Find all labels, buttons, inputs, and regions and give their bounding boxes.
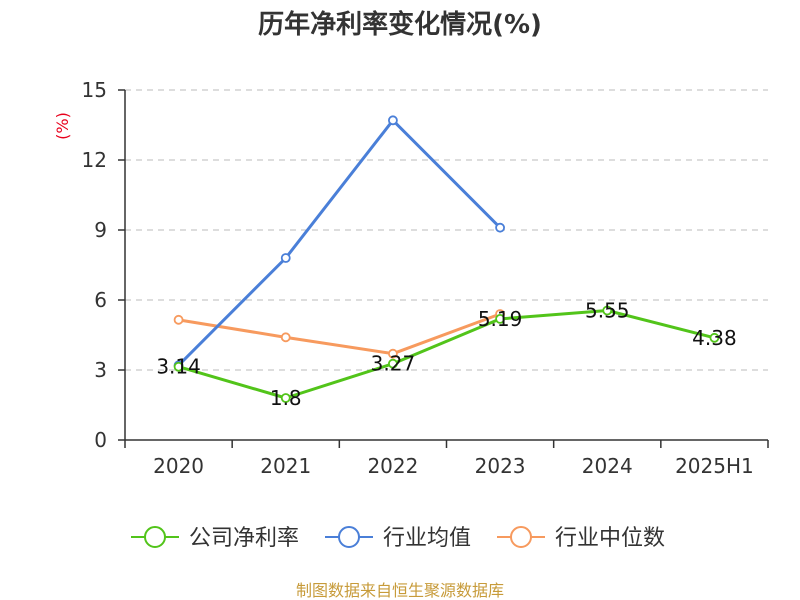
series-point	[173, 361, 184, 372]
legend-marker	[144, 526, 166, 548]
data-label: 5.55	[585, 299, 630, 323]
y-tick-label: 12	[82, 148, 107, 172]
series-point	[388, 348, 398, 359]
data-label: 1.8	[270, 386, 302, 410]
legend-marker	[338, 526, 360, 548]
series-line	[178, 312, 501, 356]
y-axis-unit-label: (%)	[53, 112, 72, 140]
y-tick-label: 6	[94, 288, 107, 312]
series-point	[280, 393, 291, 403]
series-point	[709, 332, 720, 343]
data-label: 3.27	[371, 352, 416, 376]
data-label: 4.38	[692, 326, 737, 350]
series-point	[495, 222, 505, 233]
series-point	[280, 332, 291, 343]
legend: 公司净利率 行业均值 行业中位数	[131, 526, 665, 551]
grid-lines	[125, 89, 768, 371]
series-point	[388, 358, 398, 369]
series-point	[173, 314, 184, 325]
series-point	[602, 305, 613, 316]
axes: 0 3 6 9 12 15 2020 2021 2022 2023 2024 2025H1	[82, 78, 769, 478]
y-tick-label: 15	[82, 78, 107, 102]
series-lines	[173, 115, 720, 403]
source-footer: 制图数据来自恒生聚源数据库	[296, 581, 504, 600]
y-tick-label: 0	[94, 428, 107, 452]
x-tick-label: 2020	[153, 454, 204, 478]
legend-label: 公司净利率	[189, 526, 299, 551]
series-point	[495, 313, 505, 324]
x-tick-label: 2025H1	[675, 454, 754, 478]
legend-label: 行业均值	[383, 526, 471, 551]
data-label: 3.14	[156, 355, 201, 379]
data-label: 5.19	[478, 307, 523, 331]
x-tick-label: 2021	[260, 454, 311, 478]
series-line	[178, 309, 715, 400]
y-tick-label: 3	[94, 358, 107, 382]
data-labels: 3.14 1.8 3.27 5.19 5.55 4.38	[156, 299, 736, 411]
x-tick-label: 2022	[367, 454, 418, 478]
legend-marker	[510, 526, 532, 548]
series-point	[280, 253, 291, 263]
chart-title: 历年净利率变化情况(%)	[258, 9, 542, 40]
x-tick-label: 2024	[582, 454, 633, 478]
y-tick-label: 9	[94, 218, 107, 242]
legend-label: 行业中位数	[555, 526, 665, 551]
series-point	[388, 115, 398, 126]
series-line	[177, 118, 502, 367]
x-tick-label: 2023	[475, 454, 526, 478]
